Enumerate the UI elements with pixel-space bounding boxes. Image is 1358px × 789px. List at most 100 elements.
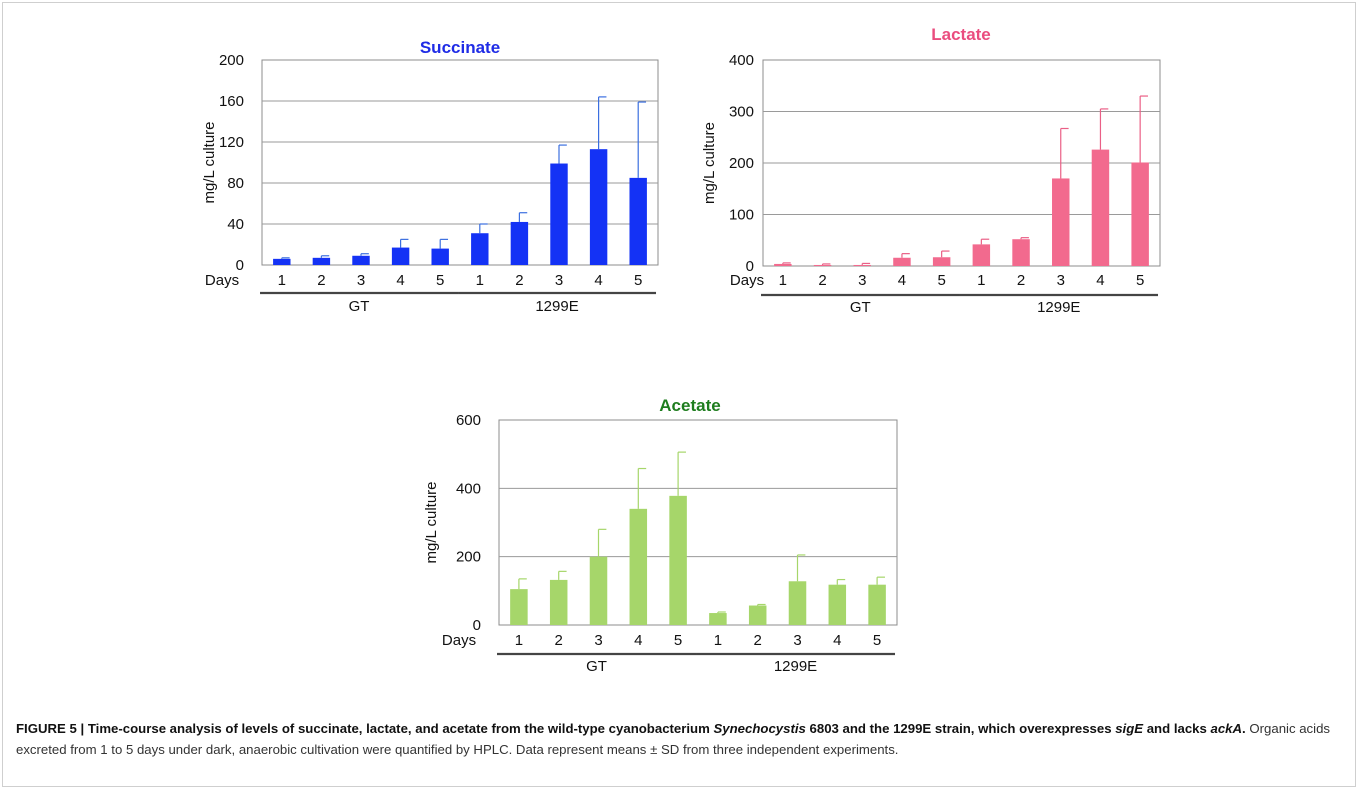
succinate-chart-title: Succinate [420,38,500,57]
acetate-bar-5 [669,495,687,625]
lactate-bar-6 [972,244,991,266]
acetate-ytick-label: 0 [473,617,481,634]
lactate-category-label: 3 [1057,272,1065,289]
acetate-category-label: 2 [754,632,762,649]
lactate-category-label: 4 [898,272,906,289]
lactate-chart: 0 100 200 300 400 Lactate mg/L culture Days 1 2 3 4… [701,25,1161,316]
lactate-ytick-label: 300 [729,104,754,121]
acetate-category-label: 1 [714,632,722,649]
caption-figure-label: FIGURE 5 | [16,721,88,736]
acetate-category-label: 4 [833,632,841,649]
lactate-ytick-label: 100 [729,207,754,224]
acetate-group-label: GT [586,658,607,675]
caption-title-part4: . [1242,721,1246,736]
acetate-bar-9 [828,584,847,625]
succinate-category-label: 2 [515,272,523,289]
acetate-category-label: 3 [793,632,801,649]
acetate-y-axis-label: mg/L culture [423,482,440,564]
lactate-days-label: Days [730,272,764,289]
acetate-group-label: 1299E [774,658,817,675]
acetate-ytick-label: 200 [456,549,481,566]
succinate-bar-9 [589,149,608,265]
acetate-ytick-label: 600 [456,412,481,429]
lactate-bar-4 [893,257,911,266]
lactate-bar-10 [1131,162,1149,266]
caption-title-part1: Time-course analysis of levels of succin… [87,721,714,736]
succinate-bar-3 [352,255,370,265]
lactate-group-label: 1299E [1037,299,1080,316]
succinate-ytick-label: 0 [236,257,244,274]
lactate-ytick-label: 400 [729,52,754,69]
acetate-bar-7 [748,605,767,625]
acetate-chart-title: Acetate [659,396,720,415]
succinate-category-label: 1 [278,272,286,289]
lactate-group-label: GT [850,299,871,316]
lactate-category-label: 4 [1096,272,1104,289]
acetate-bar-8 [788,581,807,625]
lactate-ytick-label: 200 [729,155,754,172]
lactate-category-label: 1 [779,272,787,289]
caption-title-part2: 6803 and the 1299E strain, which overexp… [805,721,1116,736]
succinate-bar-2 [312,257,331,265]
lactate-bar-5 [932,257,951,266]
lactate-category-label: 5 [1136,272,1144,289]
acetate-days-label: Days [442,632,476,649]
succinate-ytick-label: 40 [227,216,244,233]
lactate-category-label: 3 [858,272,866,289]
acetate-bar-3 [589,556,608,625]
lactate-chart-title: Lactate [931,25,991,44]
lactate-y-axis-label: mg/L culture [701,122,718,204]
succinate-bar-5 [431,248,449,265]
succinate-ytick-label: 120 [219,134,244,151]
acetate-category-label: 3 [594,632,602,649]
lactate-bar-9 [1091,149,1110,266]
succinate-group-label: 1299E [535,298,578,315]
acetate-category-label: 1 [515,632,523,649]
acetate-category-label: 5 [674,632,682,649]
acetate-bar-2 [549,579,568,625]
caption-body: Organic acids excreted from 1 to 5 days … [16,721,1331,757]
acetate-bar-4 [629,508,648,625]
acetate-bar-10 [868,584,886,625]
acetate-bar-1 [510,589,528,625]
succinate-bar-6 [471,233,489,265]
lactate-bar-1 [774,263,792,266]
succinate-bar-10 [629,177,647,265]
succinate-y-axis-label: mg/L culture [201,122,218,204]
acetate-category-label: 2 [555,632,563,649]
lactate-category-label: 2 [818,272,826,289]
succinate-category-label: 5 [634,272,642,289]
succinate-bar-8 [550,163,568,265]
acetate-ytick-label: 400 [456,480,481,497]
succinate-category-label: 3 [357,272,365,289]
lactate-bar-8 [1052,178,1070,266]
succinate-category-label: 5 [436,272,444,289]
succinate-group-label: GT [349,298,370,315]
acetate-category-label: 4 [634,632,642,649]
lactate-bar-2 [813,264,832,266]
succinate-ytick-label: 160 [219,93,244,110]
succinate-chart: 0 40 80 120 160 200 Succinate mg/L culture Days 1… [201,38,659,315]
succinate-bar-7 [510,221,529,265]
succinate-category-label: 4 [396,272,404,289]
lactate-bar-7 [1012,239,1030,266]
lactate-ytick-label: 0 [746,258,754,275]
succinate-category-label: 4 [594,272,602,289]
acetate-category-label: 5 [873,632,881,649]
succinate-ytick-label: 200 [219,52,244,69]
succinate-bar-4 [391,247,410,265]
lactate-category-label: 5 [937,272,945,289]
succinate-ytick-label: 80 [227,175,244,192]
lactate-category-label: 2 [1017,272,1025,289]
succinate-category-label: 3 [555,272,563,289]
succinate-bar-1 [273,258,291,265]
caption-gene-acka: ackA [1210,721,1243,736]
succinate-days-label: Days [205,272,239,289]
caption-title-part3: and lacks [1143,721,1211,736]
acetate-bar-6 [709,613,727,625]
caption-gene-sige: sigE [1115,721,1144,736]
succinate-category-label: 1 [476,272,484,289]
lactate-bar-3 [853,264,871,266]
